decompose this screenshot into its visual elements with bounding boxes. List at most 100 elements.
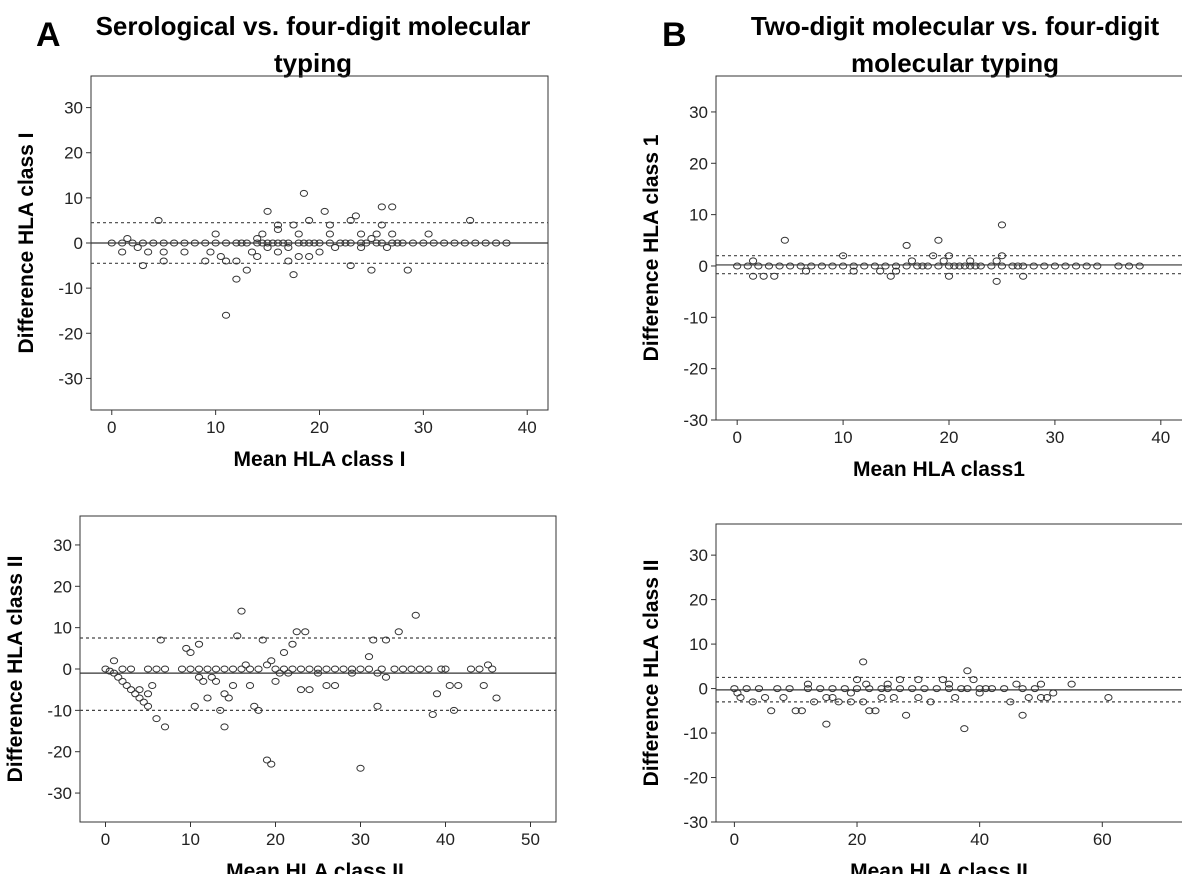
data-point	[330, 665, 340, 673]
data-point	[828, 693, 837, 701]
data-point	[759, 272, 768, 280]
data-point	[1013, 262, 1022, 270]
data-point	[143, 690, 153, 698]
data-point	[796, 262, 805, 270]
data-point	[997, 221, 1007, 229]
data-point	[242, 239, 251, 247]
data-point	[920, 685, 929, 693]
data-point	[870, 262, 879, 270]
data-point	[901, 711, 911, 719]
data-point	[891, 267, 901, 275]
data-point	[1104, 693, 1113, 701]
x-tick-label: 30	[351, 830, 370, 849]
data-point	[253, 253, 262, 261]
data-point	[944, 262, 954, 270]
data-point	[186, 665, 195, 673]
data-point	[816, 685, 825, 693]
data-point	[221, 311, 231, 319]
data-point	[320, 207, 329, 215]
data-point	[294, 253, 303, 261]
data-point	[838, 262, 848, 270]
data-point	[807, 262, 816, 270]
plot-frame	[79, 515, 557, 823]
data-point	[944, 685, 954, 693]
data-point	[736, 693, 745, 701]
data-point	[148, 682, 157, 690]
data-point	[275, 669, 284, 677]
data-point	[325, 239, 334, 247]
data-point	[471, 239, 480, 247]
data-point	[932, 685, 941, 693]
y-tick-label: -30	[47, 784, 72, 803]
data-point	[852, 676, 862, 684]
data-point	[182, 644, 191, 652]
data-point	[109, 657, 119, 665]
data-point	[883, 680, 892, 688]
data-point	[1093, 262, 1102, 270]
data-point	[299, 189, 309, 197]
data-point	[330, 244, 340, 252]
data-point	[860, 262, 869, 270]
data-point	[101, 665, 110, 673]
data-point	[1071, 262, 1081, 270]
data-point	[817, 262, 827, 270]
data-point	[267, 760, 276, 768]
data-point	[966, 257, 975, 265]
panel-title-a: Serological vs. four-digit molecular typ…	[80, 8, 546, 82]
data-point	[411, 611, 420, 619]
data-point	[207, 673, 216, 681]
data-point	[1019, 272, 1028, 280]
data-point	[492, 694, 501, 702]
y-axis-title: Difference HLA class 1	[640, 134, 663, 361]
data-point	[232, 239, 241, 247]
data-point	[253, 234, 262, 242]
data-point	[913, 262, 922, 270]
data-point	[1114, 262, 1123, 270]
data-point	[315, 239, 324, 247]
data-point	[388, 239, 397, 247]
data-point	[305, 239, 314, 247]
data-point	[190, 702, 199, 710]
data-point	[791, 707, 800, 715]
data-point	[201, 257, 210, 265]
data-point	[263, 207, 272, 215]
plot-frame	[715, 523, 1182, 823]
data-point	[1018, 685, 1027, 693]
data-point	[250, 702, 259, 710]
data-point	[773, 685, 782, 693]
data-point	[997, 262, 1007, 270]
data-point	[284, 239, 293, 247]
data-point	[1019, 262, 1028, 270]
data-point	[997, 252, 1007, 260]
data-point	[211, 677, 221, 685]
panel-title-b: Two-digit molecular vs. four-digit molec…	[720, 8, 1182, 82]
data-point	[237, 607, 246, 615]
data-point	[279, 239, 288, 247]
data-point	[1135, 262, 1144, 270]
data-point	[369, 636, 378, 644]
data-point	[1049, 689, 1058, 697]
data-point	[963, 685, 972, 693]
data-point	[123, 234, 132, 242]
data-point	[315, 248, 324, 256]
data-point	[159, 257, 168, 265]
data-point	[356, 665, 365, 673]
data-point	[271, 665, 280, 673]
data-point	[194, 665, 204, 673]
data-point	[1000, 685, 1009, 693]
data-point	[403, 266, 412, 274]
data-point	[216, 706, 225, 714]
data-point	[960, 262, 969, 270]
data-point	[889, 693, 898, 701]
data-point	[987, 685, 997, 693]
data-point	[289, 221, 298, 229]
data-point	[859, 658, 868, 666]
data-point	[938, 676, 947, 684]
data-point	[1082, 262, 1091, 270]
data-point	[981, 685, 990, 693]
panel-letter-b: B	[662, 16, 687, 54]
data-point	[748, 257, 758, 265]
data-point	[271, 677, 280, 685]
data-point	[1030, 685, 1039, 693]
data-point	[460, 239, 470, 247]
